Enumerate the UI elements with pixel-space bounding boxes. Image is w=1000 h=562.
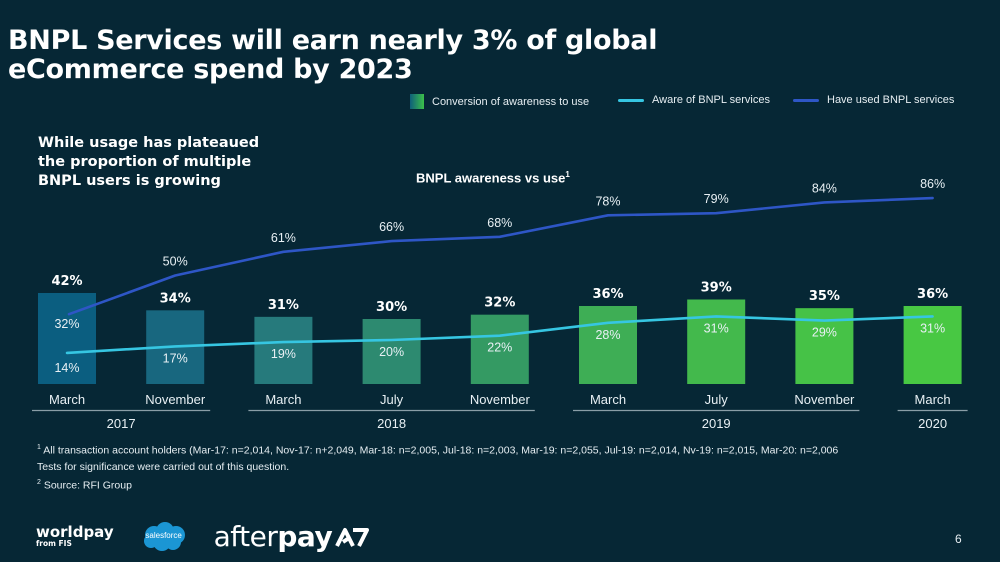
afterpay-logo: after pay [214,520,370,553]
category-label: March [590,392,626,407]
category-label: March [265,392,301,407]
footnote-2-marker: 2 [37,478,41,486]
legend-line-used [793,98,819,102]
bar-conversion [254,316,313,384]
salesforce-logo: salesforce [140,521,188,553]
chart-legend: Conversion of awareness to use Aware of … [410,94,970,110]
subheading-line-2: the proportion of multiple [38,154,252,170]
subheading-line-1: While usage has plateaued [38,135,260,151]
bar-value-label: 34% [160,291,191,306]
aware-value-label: 31% [920,321,945,335]
aware-value-label: 17% [163,351,188,365]
category-label: November [145,392,206,407]
legend-swatch-conversion [410,94,424,109]
aware-value-label: 19% [271,347,296,361]
used-value-label: 86% [920,177,945,191]
category-label: March [49,392,85,407]
legend-label-used: Have used BNPL services [827,94,955,106]
legend-line-aware [618,98,644,102]
bar-conversion [362,319,421,384]
aware-value-label: 28% [595,328,620,342]
bar-value-label: 31% [268,298,299,313]
aware-value-label: 14% [54,361,79,375]
salesforce-cloud-icon [143,521,185,551]
footnote-1: 1 All transaction account holders (Mar-1… [37,440,838,459]
afterpay-logo-light: after [213,520,278,553]
footnote-2-text: Source: RFI Group [43,479,132,491]
used-value-label: 61% [271,231,296,245]
aware-value-label: 31% [704,321,729,335]
aware-value-label: 22% [487,341,512,355]
bar-conversion [579,306,637,384]
bar-conversion [687,299,746,384]
footnote-2: 2 Source: RFI Group [37,475,838,494]
category-label: July [705,392,729,407]
bar-value-label: 30% [376,300,407,315]
bar-value-label: 36% [592,287,623,302]
category-label: November [794,392,855,407]
chart-title: BNPL awareness vs use1 [416,170,570,185]
footnotes: 1 All transaction account holders (Mar-1… [37,440,838,493]
legend-label-aware: Aware of BNPL services [652,94,770,106]
category-label: March [915,392,951,407]
worldpay-logo: worldpay from FIS [36,523,114,549]
used-value-label: 84% [812,181,837,195]
subheading-line-3: BNPL users is growing [38,173,221,189]
worldpay-logo-text: worldpay [36,523,114,541]
used-value-label: 50% [163,255,188,269]
aware-value-label: 29% [812,326,837,340]
footnote-1-marker: 1 [37,444,41,451]
bar-conversion [903,306,962,384]
footnote-1-text: All transaction account holders (Mar-17:… [43,444,839,457]
legend-item-used: Have used BNPL services [793,94,954,106]
chart-title-text: BNPL awareness vs use [416,170,566,186]
page-number: 6 [955,532,962,546]
bar-value-label: 35% [809,289,840,304]
worldpay-logo-subtext: from FIS [36,539,72,548]
legend-label-conversion: Conversion of awareness to use [432,95,590,108]
afterpay-mark-icon [335,527,370,547]
bar-value-label: 36% [917,287,948,302]
year-label: 2018 [377,416,406,431]
legend-item-conversion: Conversion of awareness to use [410,94,589,109]
bar-conversion [470,314,529,384]
category-label: July [380,392,404,407]
legend-item-aware: Aware of BNPL services [618,94,770,106]
category-label: November [470,392,531,407]
chart-area: 42% 34% 31% 30% 32% 36% 39% 35% 36% 32% 50% 61% 66% 6… [32,177,968,431]
partner-logos: worldpay from FIS salesforce after pay [36,520,370,553]
used-value-label: 79% [704,192,729,206]
used-value-label: 78% [595,194,620,208]
footnote-tests: Tests for significance were carried out … [37,460,290,473]
aware-value-label: 20% [379,345,404,359]
bar-value-label: 42% [51,274,82,289]
subheading: While usage has plateaued the proportion… [38,134,259,191]
used-value-label: 68% [487,216,512,230]
used-value-label: 32% [54,317,79,331]
year-label: 2017 [107,416,136,431]
year-label: 2019 [702,416,731,431]
bar-value-label: 32% [484,296,515,311]
chart-title-superscript: 1 [565,170,570,179]
afterpay-logo-bold: pay [277,520,333,553]
salesforce-logo-text: salesforce [145,530,182,540]
slide-title-line-1: BNPL Services will earn nearly 3% of glo… [8,25,658,56]
slide-title-line-2: eCommerce spend by 2023 [8,54,413,85]
bar-value-label: 39% [701,281,732,296]
used-value-label: 66% [379,220,404,234]
year-label: 2020 [918,416,947,431]
slide-title: BNPL Services will earn nearly 3% of glo… [8,26,657,84]
